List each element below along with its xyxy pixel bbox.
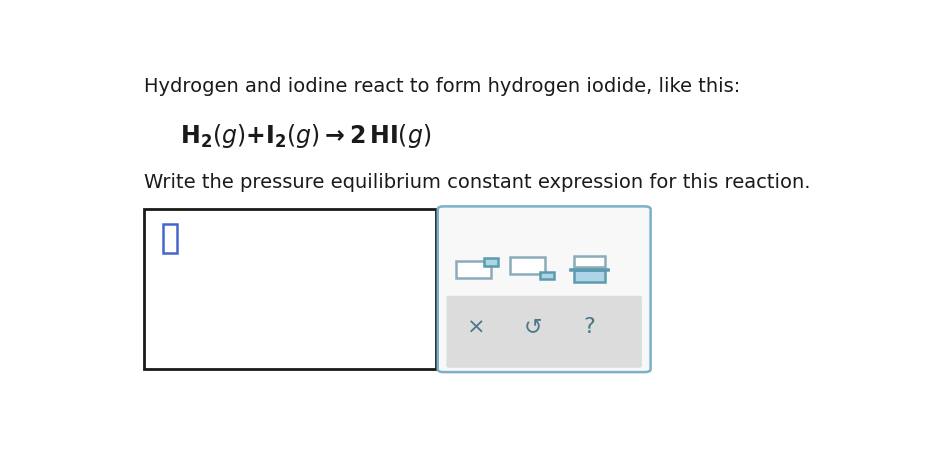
Text: $\mathbf{H_2}$$\mathbf{\mathit{(g)}}$$\mathbf{+I_2}$$\mathbf{\mathit{(g)}}$$\mat: $\mathbf{H_2}$$\mathbf{\mathit{(g)}}$$\m… [180, 122, 431, 150]
Bar [143, 209, 436, 369]
FancyBboxPatch shape [447, 296, 642, 368]
Bar [574, 256, 604, 267]
Bar [511, 257, 545, 274]
FancyBboxPatch shape [438, 206, 650, 372]
Bar [574, 270, 604, 281]
Bar [456, 261, 491, 278]
Text: Write the pressure equilibrium constant expression for this reaction.: Write the pressure equilibrium constant … [143, 173, 810, 192]
Text: ↺: ↺ [524, 317, 542, 337]
Text: ?: ? [583, 317, 595, 337]
Bar [540, 272, 554, 279]
Bar [163, 224, 177, 253]
Text: ×: × [467, 317, 486, 337]
Text: Hydrogen and iodine react to form hydrogen iodide, like this:: Hydrogen and iodine react to form hydrog… [143, 76, 740, 96]
Bar [483, 259, 498, 266]
